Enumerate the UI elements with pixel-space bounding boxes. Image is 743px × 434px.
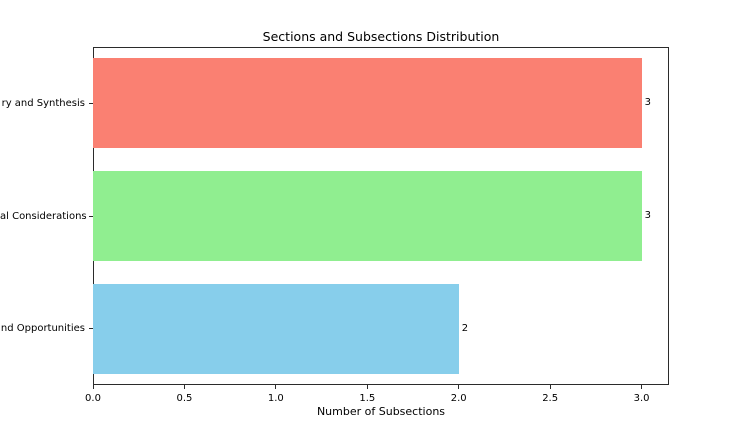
x-tick-label: 1.0 [267, 393, 284, 404]
chart-title: Sections and Subsections Distribution [262, 29, 500, 44]
x-tick-label: 2.0 [450, 393, 467, 404]
x-tick-label: 2.5 [542, 393, 559, 404]
y-tick-label: ry and Synthesis [1, 97, 85, 109]
x-axis-label: Number of Subsections [316, 405, 446, 418]
y-tick-label: nd Opportunities [0, 323, 85, 335]
bar-value-label: 3 [644, 97, 651, 109]
bar-value-label: 3 [644, 210, 651, 221]
x-axis-tick [275, 385, 277, 389]
x-tick-label: 3.0 [633, 393, 650, 404]
x-tick-label: 0.0 [85, 393, 101, 404]
bar [93, 170, 642, 262]
x-axis-tick [183, 385, 185, 389]
x-axis-tick [366, 385, 368, 389]
bar-value-label: 2 [461, 322, 469, 334]
x-tick-label: 1.5 [359, 393, 376, 404]
x-axis-tick [549, 385, 551, 389]
x-tick-label: 0.5 [176, 393, 193, 404]
x-axis-tick [641, 385, 643, 389]
bar [93, 58, 642, 149]
y-axis-tick [89, 215, 93, 217]
x-axis-tick [458, 385, 460, 389]
y-axis-tick [89, 102, 93, 104]
x-axis-tick [92, 385, 94, 389]
y-axis-tick [89, 328, 93, 330]
y-tick-label: al Considerations [0, 210, 87, 222]
bar [93, 283, 459, 374]
